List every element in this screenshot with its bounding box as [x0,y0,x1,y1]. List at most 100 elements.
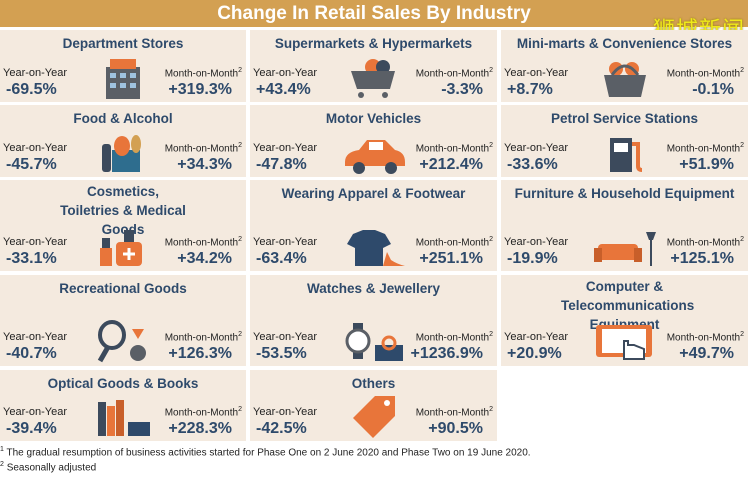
card-title: Mini-marts & Convenience Stores [516,36,733,51]
card-title: Watches & Jewellery [306,281,441,296]
yoy-value: -63.4% [256,250,307,267]
industry-card: Furniture & Household Equipment Year-on-… [501,180,748,271]
car-icon [344,140,405,174]
industry-card: Others Year-on-Year -42.5% Month-on-Mont… [250,370,497,441]
card-title: Motor Vehicles [325,111,422,126]
yoy-label: Year-on-Year [504,142,569,154]
yoy-label: Year-on-Year [253,236,318,248]
cosmetics-icon [100,230,142,266]
mom-value: +251.1% [419,250,483,267]
yoy-value: -19.9% [507,250,558,267]
mom-value: -0.1% [692,81,734,98]
tennis-racket-icon [97,320,146,363]
shopping-cart-icon [350,59,395,98]
yoy-label: Year-on-Year [253,142,318,154]
mom-label: Month-on-Month2 [164,330,242,343]
mom-label: Month-on-Month2 [164,141,242,154]
shirt-shoe-icon [346,230,405,266]
yoy-value: -69.5% [6,81,57,98]
mom-label: Month-on-Month2 [415,66,493,79]
yoy-label: Year-on-Year [253,406,318,418]
card-title: Recreational Goods [59,281,187,296]
yoy-value: -40.7% [6,345,57,362]
mom-label: Month-on-Month2 [164,405,242,418]
fuel-pump-icon [609,138,642,172]
mom-label: Month-on-Month2 [415,235,493,248]
mom-label: Month-on-Month2 [666,141,744,154]
industry-card: Cosmetics, Toiletries & Medical Goods Ye… [0,180,246,271]
yoy-label: Year-on-Year [504,67,569,79]
yoy-label: Year-on-Year [3,406,68,418]
price-tag-icon [352,396,395,438]
industry-card: Department Stores Year-on-Year -69.5% Mo… [0,30,246,102]
yoy-label: Year-on-Year [3,67,68,79]
mom-value: +1236.9% [410,345,483,362]
department-store-icon [106,59,140,99]
tablet-hand-icon [595,325,652,360]
mom-value: -3.3% [441,81,483,98]
yoy-label: Year-on-Year [253,67,318,79]
card-title: Furniture & Household Equipment [514,186,735,201]
mom-label: Month-on-Month2 [164,235,242,248]
yoy-label: Year-on-Year [3,236,68,248]
mom-value: +228.3% [168,420,232,437]
watch-ring-icon [345,323,403,361]
mom-label: Month-on-Month2 [666,235,744,248]
books-icon [98,400,150,436]
industry-card: Supermarkets & Hypermarkets Year-on-Year… [250,30,497,102]
mom-label: Month-on-Month2 [666,330,744,343]
food-bottle-icon [102,135,141,172]
yoy-value: -39.4% [6,420,57,437]
card-title: Wearing Apparel & Footwear [281,186,466,201]
industry-card: Petrol Service Stations Year-on-Year -33… [501,105,748,177]
mom-value: +90.5% [428,420,483,437]
card-title: Petrol Service Stations [550,111,699,126]
sofa-lamp-icon [593,232,656,266]
yoy-label: Year-on-Year [3,142,68,154]
industry-card: Mini-marts & Convenience Stores Year-on-… [501,30,748,102]
mom-value: +212.4% [419,156,483,173]
industry-card: Motor Vehicles Year-on-Year -47.8% Month… [250,105,497,177]
industry-card: Food & Alcohol Year-on-Year -45.7% Month… [0,105,246,177]
mom-label: Month-on-Month2 [415,141,493,154]
mom-value: +34.3% [177,156,232,173]
mom-label: Month-on-Month2 [666,66,744,79]
mom-value: +49.7% [679,345,734,362]
card-title: Supermarkets & Hypermarkets [274,36,473,51]
yoy-value: +43.4% [256,81,311,98]
yoy-value: -33.6% [507,156,558,173]
mom-label: Month-on-Month2 [415,405,493,418]
basket-icon [603,62,646,97]
footnote-2: 2 Seasonally adjusted [0,461,97,474]
yoy-value: -33.1% [6,250,57,267]
card-title: Department Stores [62,36,184,51]
mom-label: Month-on-Month2 [415,330,493,343]
mom-value: +51.9% [679,156,734,173]
mom-value: +125.1% [670,250,734,267]
industry-card: Wearing Apparel & Footwear Year-on-Year … [250,180,497,271]
yoy-value: -53.5% [256,345,307,362]
yoy-value: -45.7% [6,156,57,173]
mom-label: Month-on-Month2 [164,66,242,79]
card-title: Food & Alcohol [73,111,173,126]
page-title: Change In Retail Sales By Industry [0,0,748,27]
card-title: Optical Goods & Books [47,376,199,391]
yoy-value: -42.5% [256,420,307,437]
yoy-label: Year-on-Year [253,331,318,343]
industry-card: Optical Goods & Books Year-on-Year -39.4… [0,370,246,441]
yoy-label: Year-on-Year [504,331,569,343]
mom-value: +34.2% [177,250,232,267]
yoy-label: Year-on-Year [3,331,68,343]
card-title: Others [351,376,396,391]
mom-value: +126.3% [168,345,232,362]
card-title: Cosmetics, Toiletries & Medical Goods [60,184,186,237]
yoy-label: Year-on-Year [504,236,569,248]
yoy-value: +20.9% [507,345,562,362]
mom-value: +319.3% [168,81,232,98]
yoy-value: -47.8% [256,156,307,173]
industry-card: Watches & Jewellery Year-on-Year -53.5% … [250,275,497,366]
footnote-1: 1 The gradual resumption of business act… [0,446,531,459]
yoy-value: +8.7% [507,81,553,98]
industry-card: Recreational Goods Year-on-Year -40.7% M… [0,275,246,366]
industry-card: Computer & Telecommunications Equipment … [501,275,748,366]
